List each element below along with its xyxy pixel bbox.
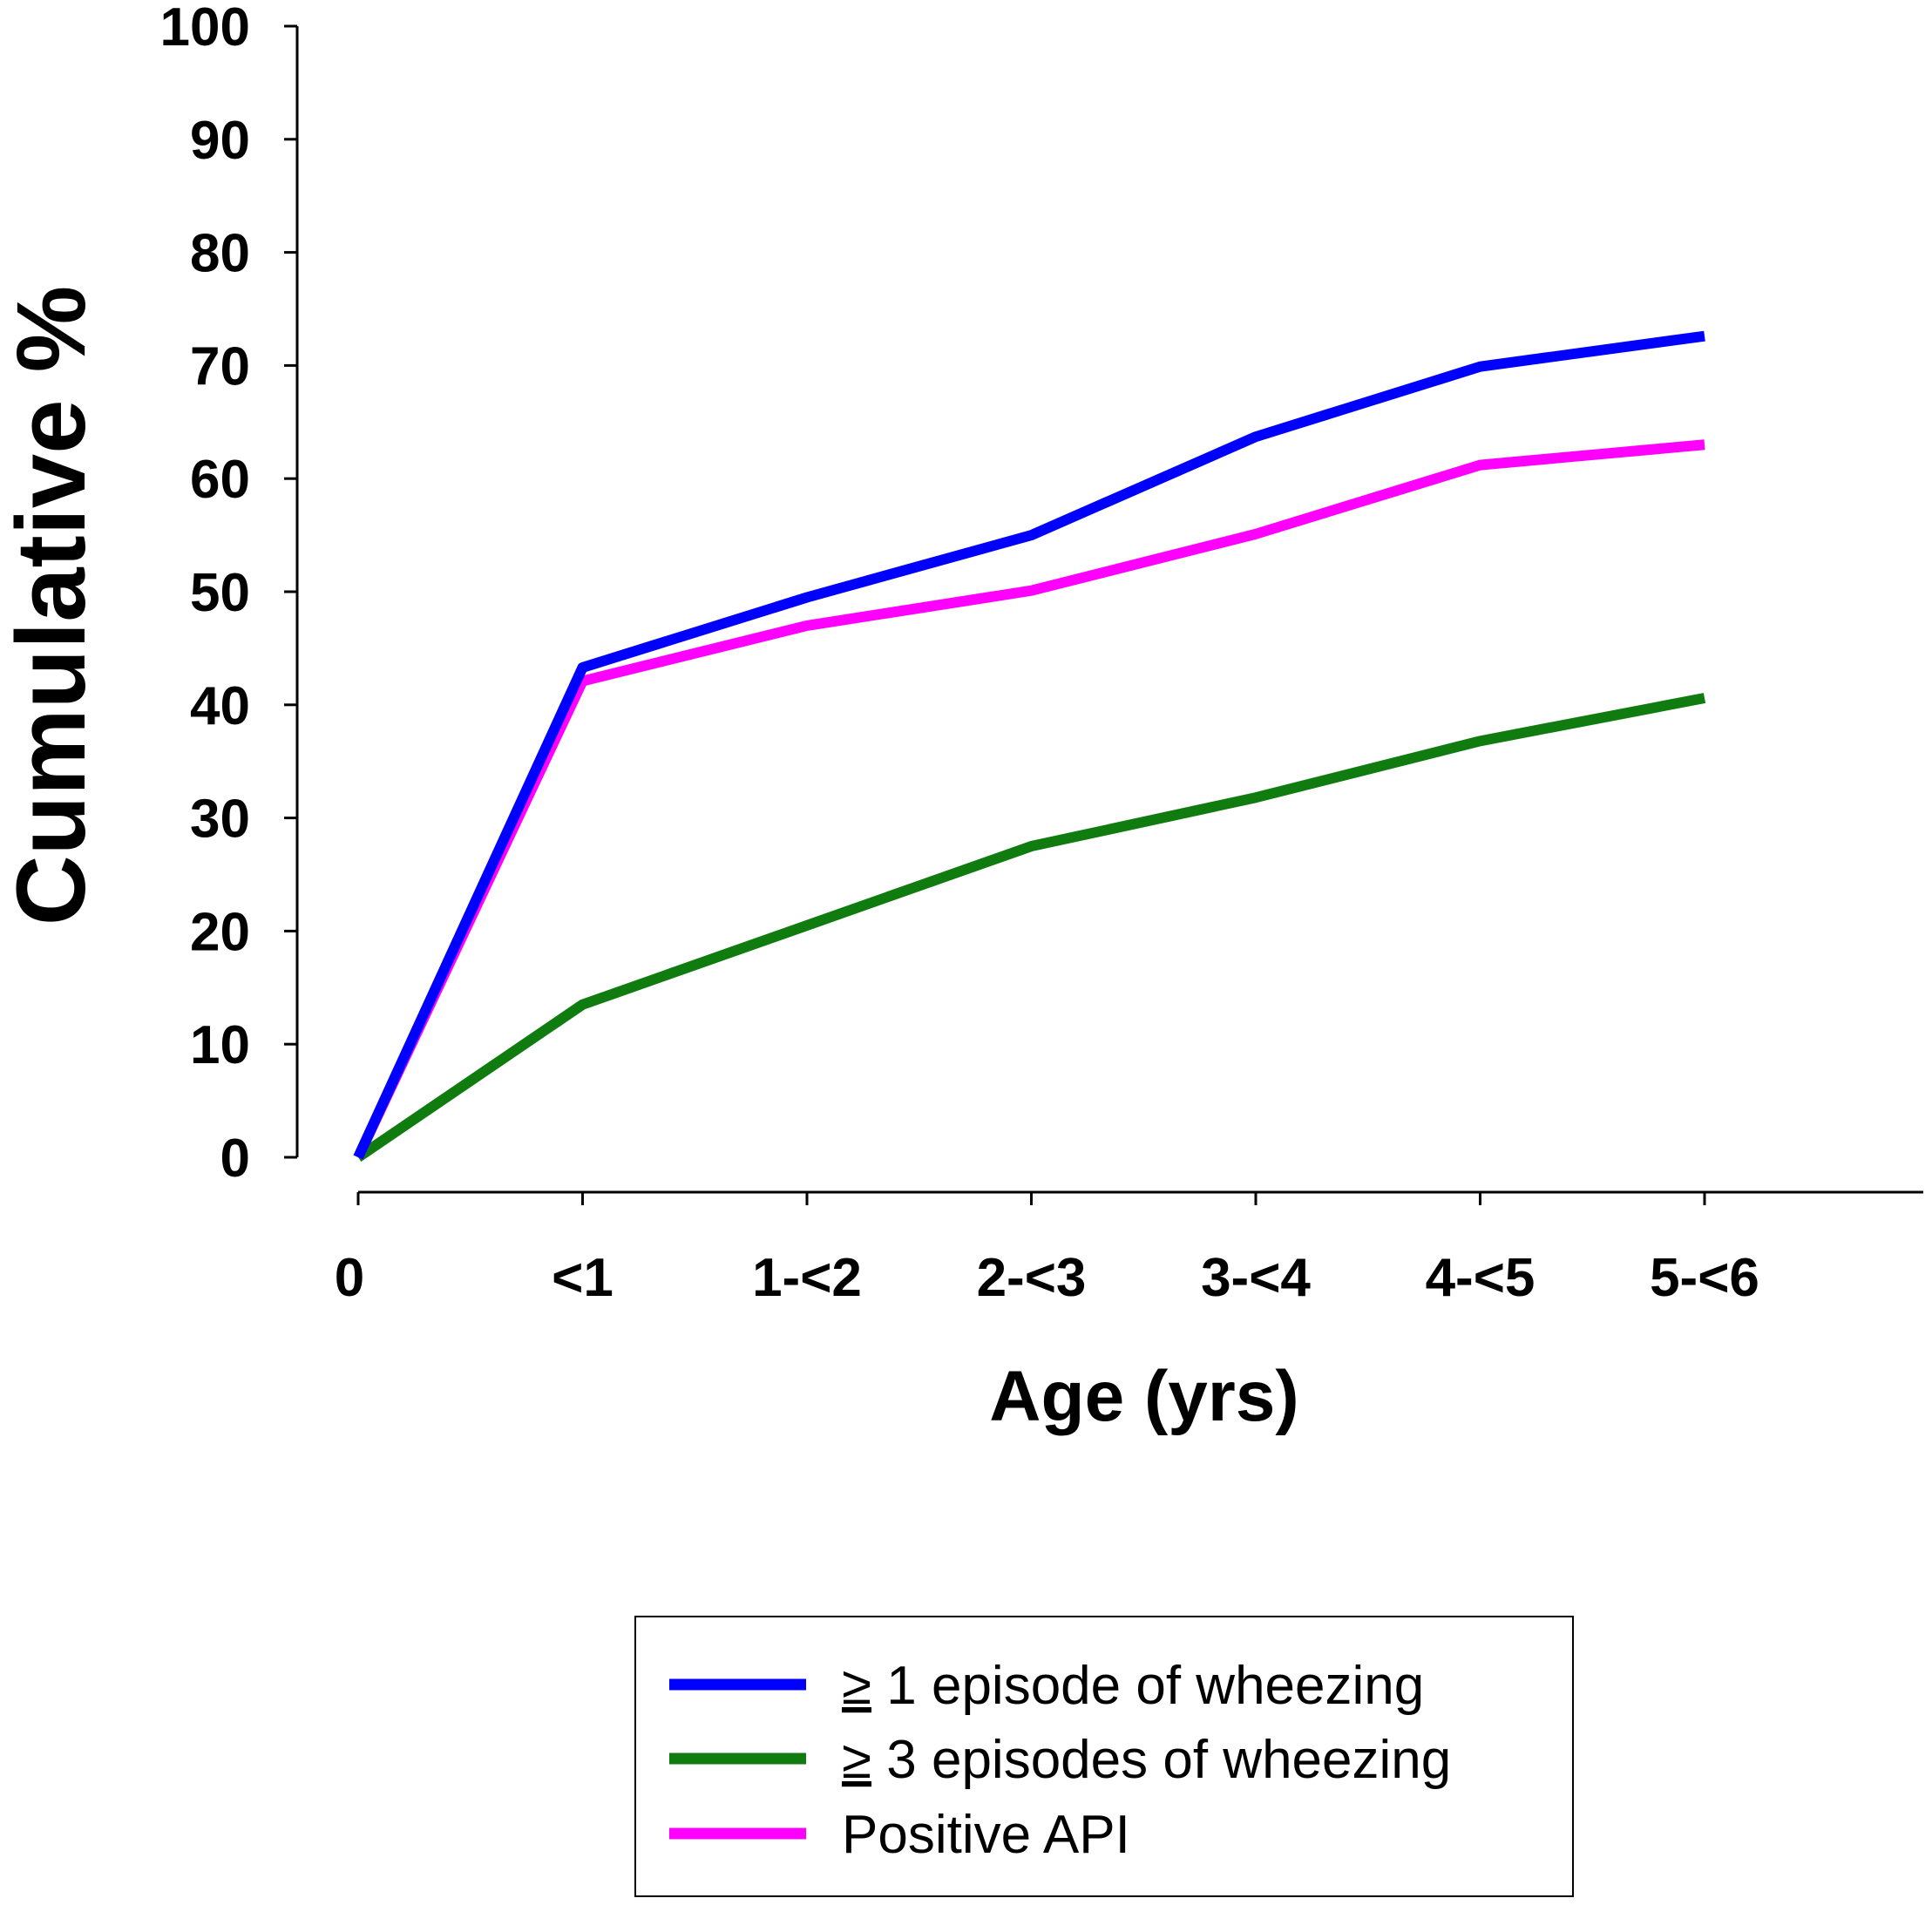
y-tick-label: 80 (190, 224, 250, 284)
x-tick-label: 4-<5 (1426, 1248, 1535, 1308)
x-axis-title: Age (yrs) (989, 1357, 1298, 1436)
legend-label-2: Positive API (842, 1805, 1130, 1865)
y-axis-title: Cumulative % (0, 286, 105, 925)
legend-text: Positive API (842, 1805, 1130, 1865)
legend-symbol: ≥ (842, 1656, 871, 1716)
legend-text: 3 episodes of wheezing (871, 1730, 1451, 1790)
series-line-2 (353, 439, 1705, 1160)
x-tick-label: 2-<3 (977, 1248, 1087, 1308)
legend-text: 1 episode of wheezing (871, 1656, 1424, 1716)
x-tick-label: 5-<6 (1650, 1248, 1759, 1308)
x-tick-label: <1 (552, 1248, 613, 1308)
y-tick-label: 0 (220, 1129, 250, 1189)
y-tick-label: 100 (160, 0, 250, 58)
y-tick-label: 90 (190, 111, 250, 171)
legend-label-1: ≥ 3 episodes of wheezing (842, 1730, 1451, 1790)
x-tick-label: 1-<2 (752, 1248, 862, 1308)
series-line-1 (355, 693, 1706, 1162)
legend: ≥ 1 episode of wheezing≥ 3 episodes of w… (634, 1616, 1574, 1897)
y-tick-label: 10 (190, 1015, 250, 1075)
y-tick-label: 60 (190, 450, 250, 510)
x-tick-label: 0 (335, 1248, 364, 1308)
x-tick-label: 3-<4 (1201, 1248, 1311, 1308)
legend-label-0: ≥ 1 episode of wheezing (842, 1656, 1424, 1716)
series-line-0 (353, 330, 1705, 1160)
y-tick-label: 20 (190, 902, 250, 962)
y-tick-label: 30 (190, 790, 250, 850)
y-tick-label: 50 (190, 563, 250, 623)
y-tick-label: 70 (190, 336, 250, 397)
legend-symbol: ≥ (842, 1730, 871, 1790)
y-tick-label: 40 (190, 676, 250, 736)
